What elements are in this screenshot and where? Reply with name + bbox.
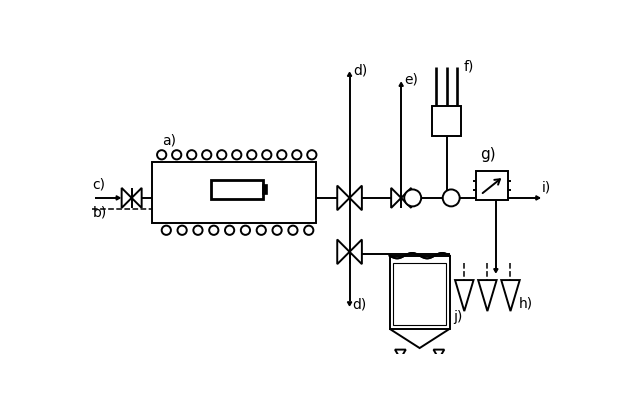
Circle shape [187,150,196,160]
Polygon shape [493,269,498,273]
Text: h): h) [519,296,533,310]
Polygon shape [536,196,540,200]
Polygon shape [348,72,351,76]
Polygon shape [399,82,403,86]
Circle shape [304,226,314,235]
Polygon shape [116,196,120,200]
Bar [476,171,508,200]
Circle shape [404,189,421,207]
Polygon shape [391,188,401,208]
Polygon shape [501,280,520,311]
Bar [390,256,450,329]
Circle shape [162,226,171,235]
Circle shape [193,226,203,235]
Circle shape [202,150,211,160]
Circle shape [307,150,316,160]
Text: a): a) [162,134,175,148]
Text: f): f) [463,60,474,74]
Polygon shape [401,188,411,208]
Circle shape [225,226,234,235]
Circle shape [247,150,257,160]
Text: g): g) [480,146,495,162]
Circle shape [262,150,271,160]
Circle shape [217,150,227,160]
Bar [432,105,461,136]
Circle shape [292,150,301,160]
Text: e): e) [404,73,418,87]
Circle shape [209,226,218,235]
Circle shape [172,150,181,160]
Text: d): d) [352,297,366,311]
Circle shape [288,226,298,235]
Circle shape [157,150,166,160]
Bar [211,180,263,199]
Circle shape [443,189,460,207]
Polygon shape [349,240,362,264]
Text: c): c) [92,178,106,192]
Circle shape [273,226,282,235]
Polygon shape [455,280,474,311]
Polygon shape [478,280,497,311]
Circle shape [177,226,187,235]
Polygon shape [337,185,349,210]
Circle shape [241,226,250,235]
Bar [394,263,446,325]
Text: d): d) [353,64,367,78]
Circle shape [232,150,241,160]
Bar [152,162,316,223]
Circle shape [257,226,266,235]
Polygon shape [348,302,351,306]
Polygon shape [433,349,444,359]
Bar [263,185,267,193]
Polygon shape [395,349,406,359]
Polygon shape [122,188,132,208]
Polygon shape [337,240,349,264]
Polygon shape [349,185,362,210]
Text: j): j) [452,310,462,324]
Text: b): b) [92,205,107,219]
Circle shape [277,150,287,160]
Polygon shape [132,188,141,208]
Text: i): i) [541,181,550,195]
